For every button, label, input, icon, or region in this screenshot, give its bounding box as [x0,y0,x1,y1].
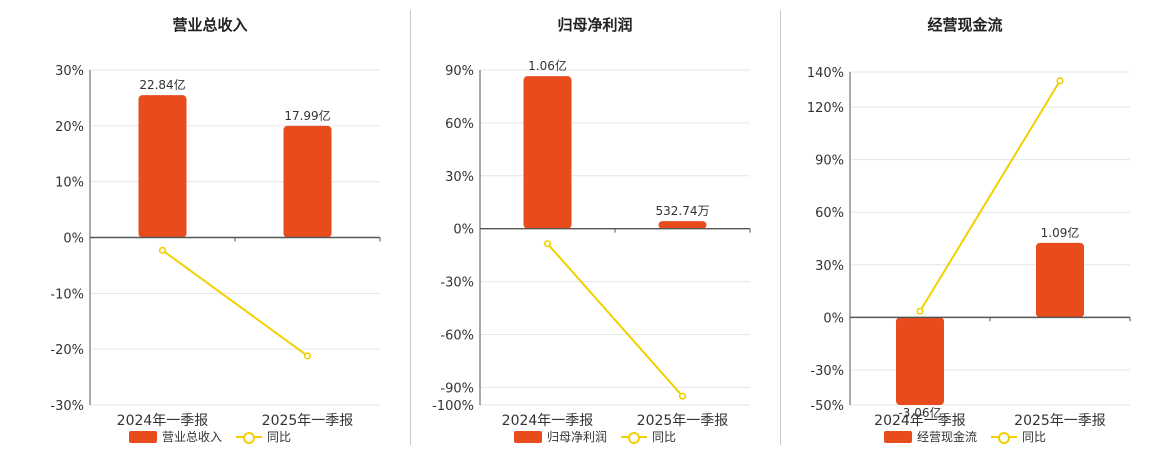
y-tick-label: -20% [50,343,84,358]
cash-flow-chart: 140% 120% 90% 60% 30% 0% -30% -50% -3.06亿 1.09亿 20… [807,66,1131,429]
yoy-line [919,80,1061,312]
y-tick-label: -30% [50,399,84,414]
y-tick-label: 0% [823,311,844,326]
legend-line-swatch [236,431,262,444]
y-tick-label: -90% [440,381,474,396]
y-tick-label: 0% [453,223,474,238]
legend-line-swatch [991,431,1017,444]
legend-bar-swatch [883,430,912,443]
yoy-point [916,307,924,315]
x-tick-label: 2025年一季报 [262,413,354,429]
bar-value-label: 22.84亿 [139,77,185,92]
chart-legend: 归母净利润 同比 [410,428,780,445]
legend-bar-swatch [128,430,157,443]
bar [138,95,187,238]
chart-legend: 营业总收入 同比 [20,428,400,445]
bar-value-label: 532.74万 [656,204,710,218]
y-tick-label: -10% [50,287,84,302]
y-tick-label: 30% [55,64,84,79]
y-tick-label: -60% [440,328,474,343]
bar-value-label: 1.09亿 [1041,225,1080,240]
y-tick-label: 30% [445,170,474,185]
legend-bar-swatch [513,430,542,443]
yoy-point [1056,77,1064,85]
chart-title: 归母净利润 [557,16,633,34]
bar-value-label: 17.99亿 [284,108,330,123]
y-tick-label: -30% [810,364,844,379]
legend-line-label: 同比 [267,430,292,444]
y-tick-label: 30% [815,259,844,274]
yoy-point [678,392,687,400]
bar [896,317,944,405]
x-tick-label: 2025年一季报 [1014,413,1106,429]
chart-panel-revenue: 营业总收入 30% 20% 10% 0% -10% -20% -30% 22.84亿 17.99… [20,0,400,450]
y-tick-label: 10% [55,176,84,191]
legend-line-label: 同比 [652,430,677,444]
yoy-point [543,240,552,248]
bar [1036,242,1084,318]
bar [283,125,332,238]
net-profit-chart: 90% 60% 30% 0% -30% -60% -90% -100% 1.06亿 532.74万… [432,58,751,429]
legend-bar-label: 营业总收入 [161,430,222,444]
panel-divider [410,10,411,445]
x-tick-label: 2024年一季报 [874,413,966,429]
legend-line-label: 同比 [1022,430,1047,444]
y-tick-label: -30% [440,276,474,291]
x-tick-label: 2024年一季报 [117,413,209,429]
x-tick-label: 2024年一季报 [502,413,594,429]
y-tick-label: 140% [807,66,844,81]
revenue-chart: 30% 20% 10% 0% -10% -20% -30% 22.84亿 17.99亿 2024年… [50,64,381,429]
chart-panel-net-profit: 归母净利润 90% 60% 30% 0% -30% -60% -90% -100% 1.06亿 5… [410,0,780,450]
y-tick-label: -50% [810,399,844,414]
bar-value-label: 1.06亿 [528,58,567,73]
yoy-line [546,243,684,397]
chart-title: 经营现金流 [927,16,1003,34]
panel-divider [780,10,781,445]
bar [658,221,707,229]
legend-bar-label: 经营现金流 [916,430,977,444]
x-tick-label: 2025年一季报 [637,413,729,429]
chart-legend: 经营现金流 同比 [780,428,1150,445]
yoy-point [158,246,167,254]
legend-bar-label: 归母净利润 [546,430,607,444]
y-tick-label: -100% [432,399,474,414]
y-tick-label: 20% [55,120,84,135]
chart-title: 营业总收入 [172,16,248,34]
y-tick-label: 90% [445,64,474,79]
y-tick-label: 0% [63,232,84,247]
bar [523,76,572,229]
yoy-point [303,352,312,360]
y-tick-label: 90% [815,154,844,169]
y-tick-label: 120% [807,101,844,116]
legend-line-swatch [621,431,647,444]
y-tick-label: 60% [445,117,474,132]
yoy-line [161,249,309,357]
y-tick-label: 60% [815,206,844,221]
bar-value-label: -3.06亿 [898,405,941,420]
chart-panel-cash-flow: 经营现金流 140% 120% 90% 60% 30% 0% -30% -50% -3.06亿 1… [780,0,1150,450]
